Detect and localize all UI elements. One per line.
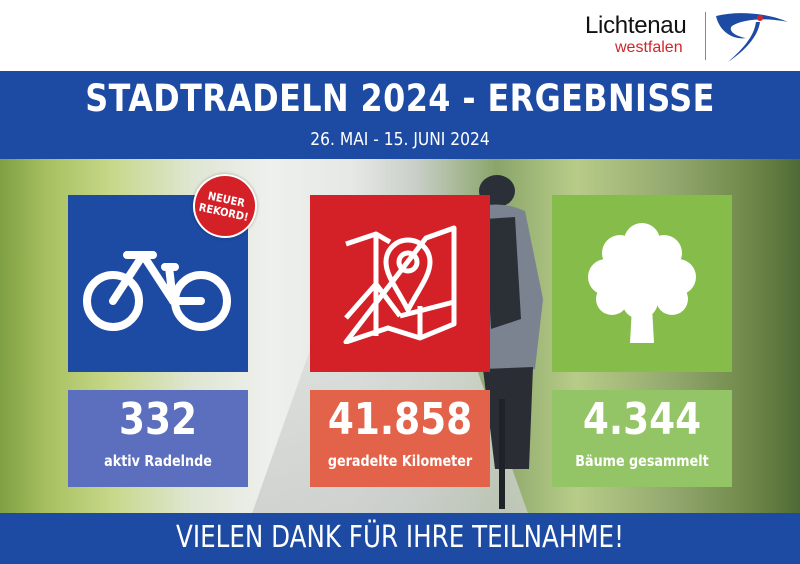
trees-label: Bäume gesammelt [575, 452, 709, 470]
trees-icon-tile [552, 195, 732, 372]
distance-icon-tile [310, 195, 490, 372]
logo-swoosh-icon [716, 13, 788, 62]
map-pin-icon [343, 225, 457, 344]
trees-stat: 4.344 Bäume gesammelt [552, 390, 732, 487]
distance-stat: 41.858 geradelte Kilometer [310, 390, 490, 487]
bicycle-icon [83, 250, 231, 331]
participants-label: aktiv Radelnde [104, 452, 212, 470]
logo: Lichtenau westfalen [560, 6, 790, 64]
header-band: STADTRADELN 2024 - ERGEBNISSE 26. MAI - … [0, 71, 800, 159]
distance-label: geradelte Kilometer [327, 452, 473, 470]
participants-value: 332 [118, 394, 198, 445]
logo-name: Lichtenau [585, 12, 687, 39]
participants-stat: 332 aktiv Radelnde [68, 390, 248, 487]
tree-icon [588, 222, 696, 343]
logo-region: westfalen [615, 39, 683, 56]
date-range: 26. MAI - 15. JUNI 2024 [310, 129, 490, 150]
footer-band: VIELEN DANK FÜR IHRE TEILNAHME! [0, 513, 800, 564]
distance-value: 41.858 [327, 394, 473, 445]
background-photo: NEUER REKORD! 332 aktiv Radelnde 41.858 g… [0, 159, 800, 513]
thank-you-message: VIELEN DANK FÜR IHRE TEILNAHME! [176, 520, 624, 555]
trees-value: 4.344 [582, 394, 702, 445]
page-title: STADTRADELN 2024 - ERGEBNISSE [85, 77, 715, 120]
logo-divider [705, 12, 706, 60]
